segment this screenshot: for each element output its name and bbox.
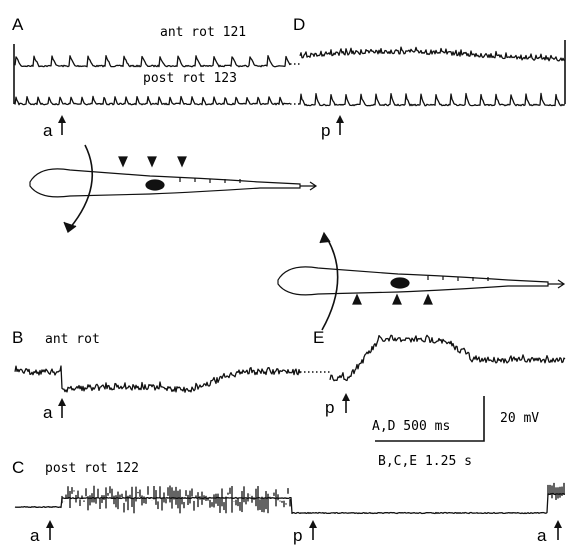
event-arrow	[58, 398, 66, 406]
trace-label: ant rot	[45, 332, 100, 347]
panel-label: E	[313, 328, 324, 347]
trace	[299, 46, 566, 62]
trace	[14, 95, 291, 106]
event-label: p	[325, 398, 334, 417]
event-arrow	[342, 393, 350, 401]
event-label: a	[43, 403, 53, 422]
panel-label: D	[293, 15, 305, 34]
event-label: p	[293, 526, 302, 545]
event-label: a	[30, 526, 40, 545]
frame	[13, 40, 566, 104]
fish-illustration	[29, 144, 318, 233]
trace	[14, 365, 301, 393]
scale-label: 20 mV	[500, 411, 539, 426]
event-arrow	[554, 520, 562, 528]
trace-label: post rot 123	[143, 71, 237, 86]
event-arrow	[336, 115, 344, 123]
trace-label: ant rot 121	[160, 25, 246, 40]
event-arrow	[46, 520, 54, 528]
trace	[14, 55, 291, 68]
panel-label: B	[12, 328, 23, 347]
event-label: p	[321, 121, 330, 140]
event-arrow	[58, 115, 66, 123]
traces	[14, 46, 566, 515]
trace-label: post rot 122	[45, 461, 139, 476]
panel-label: C	[12, 458, 24, 477]
trace	[14, 492, 566, 515]
panel-label: A	[12, 15, 24, 34]
scale-label: B,C,E 1.25 s	[378, 454, 472, 469]
event-arrows	[46, 115, 562, 540]
event-label: a	[43, 121, 53, 140]
fish-illustration	[277, 231, 566, 331]
scale-bar	[375, 396, 485, 442]
trace	[299, 92, 566, 107]
event-arrow	[309, 520, 317, 528]
scale-label: A,D 500 ms	[372, 419, 450, 434]
event-label: a	[537, 526, 547, 545]
trace	[329, 334, 566, 382]
